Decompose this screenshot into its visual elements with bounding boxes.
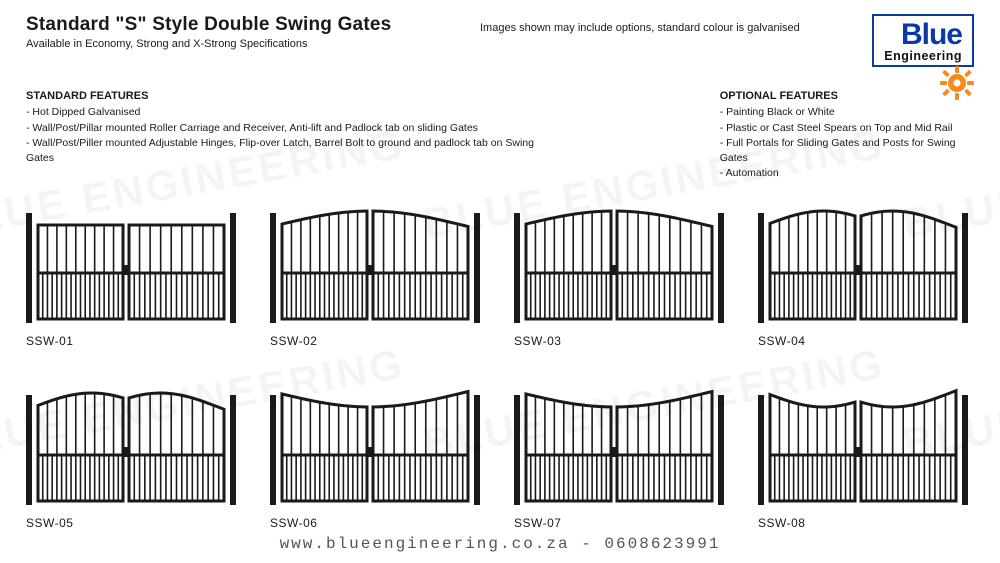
gate-tile: SSW-05 <box>26 382 242 530</box>
feature-line: - Hot Dipped Galvanised <box>26 105 540 120</box>
gate-tile: SSW-01 <box>26 200 242 348</box>
features-row: STANDARD FEATURES - Hot Dipped Galvanise… <box>26 89 974 182</box>
standard-features-heading: STANDARD FEATURES <box>26 89 540 105</box>
feature-line: - Painting Black or White <box>720 105 974 120</box>
gate-tile: SSW-02 <box>270 200 486 348</box>
gate-code: SSW-01 <box>26 334 242 348</box>
brand-logo: Blue Engineering <box>872 14 974 67</box>
image-note: Images shown may include options, standa… <box>480 22 800 34</box>
feature-line: - Automation <box>720 166 974 181</box>
gate-code: SSW-08 <box>758 516 974 530</box>
footer-contact: www.blueengineering.co.za - 0608623991 <box>0 535 1000 553</box>
feature-line: - Wall/Post/Pillar mounted Roller Carria… <box>26 121 540 136</box>
gate-tile: SSW-07 <box>514 382 730 530</box>
gate-tile: SSW-04 <box>758 200 974 348</box>
gate-tile: SSW-06 <box>270 382 486 530</box>
gate-code: SSW-03 <box>514 334 730 348</box>
gate-grid: SSW-01 SSW-02 SSW-03 SSW-04 SSW-05 SSW-06 SSW-… <box>26 200 974 530</box>
gate-tile: SSW-08 <box>758 382 974 530</box>
catalog-page: BLUE ENGINEERING BLUE ENGINEERING BLUE E… <box>0 0 1000 563</box>
gate-code: SSW-02 <box>270 334 486 348</box>
feature-line: - Plastic or Cast Steel Spears on Top an… <box>720 121 974 136</box>
logo-line2: Engineering <box>884 50 962 63</box>
gear-icon <box>940 66 974 100</box>
gate-tile: SSW-03 <box>514 200 730 348</box>
feature-line: - Full Portals for Sliding Gates and Pos… <box>720 136 974 166</box>
standard-features: STANDARD FEATURES - Hot Dipped Galvanise… <box>26 89 540 182</box>
optional-features: OPTIONAL FEATURES - Painting Black or Wh… <box>720 89 974 182</box>
gate-code: SSW-04 <box>758 334 974 348</box>
gate-code: SSW-05 <box>26 516 242 530</box>
optional-features-heading: OPTIONAL FEATURES <box>720 89 974 105</box>
gate-code: SSW-06 <box>270 516 486 530</box>
logo-line1: Blue <box>884 20 962 50</box>
feature-line: - Wall/Post/Piller mounted Adjustable Hi… <box>26 136 540 166</box>
gate-code: SSW-07 <box>514 516 730 530</box>
page-subtitle: Available in Economy, Strong and X-Stron… <box>26 38 872 50</box>
